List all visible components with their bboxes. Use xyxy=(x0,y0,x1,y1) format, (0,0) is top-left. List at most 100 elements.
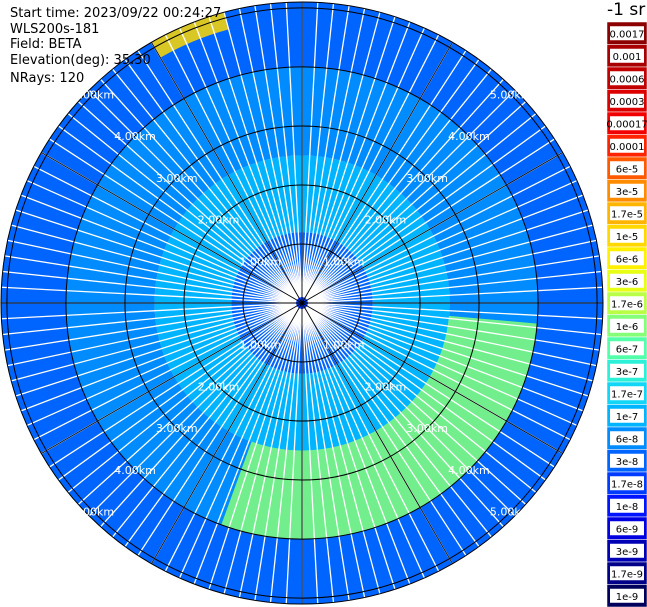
colorbar-tick-box xyxy=(610,71,644,86)
azimuth-spoke xyxy=(41,302,303,454)
range-ring-label: 5.00km xyxy=(490,88,532,101)
ray-boundary xyxy=(307,303,593,382)
ray-boundary xyxy=(77,306,298,505)
ray-boundary xyxy=(164,34,300,298)
ray-boundary xyxy=(178,27,301,298)
ray-boundary xyxy=(303,308,396,590)
ray-boundary xyxy=(307,303,597,367)
ray-boundary xyxy=(304,307,467,556)
range-ring-label: 4.00km xyxy=(114,464,156,477)
ray-boundary xyxy=(302,308,366,598)
colorbar-tick-box xyxy=(610,498,644,513)
field-label: Field: BETA xyxy=(10,37,82,52)
ppi-plot: 1.00km 2.00km 3.00km 4.00km 5.00km 1.00km 2.00… xyxy=(0,1,604,605)
ray-boundary xyxy=(58,306,298,481)
range-ring-label: 2.00km xyxy=(198,380,240,393)
ray-boundary xyxy=(307,209,589,302)
colorbar-tick-label: 0.001 xyxy=(613,52,642,63)
ray-boundary xyxy=(49,138,298,301)
colorbar-tick-label: 1.7e-8 xyxy=(611,479,643,490)
range-ring-label: 4.00km xyxy=(448,464,490,477)
ray-boundary xyxy=(223,12,302,298)
ray-boundary xyxy=(306,306,537,493)
ray-boundary xyxy=(20,194,297,302)
azimuth-spoke xyxy=(151,302,303,564)
ray-boundary xyxy=(305,89,516,300)
colorbar-tick-label: 3e-9 xyxy=(616,547,639,558)
instrument-label: WLS200s-181 xyxy=(10,22,100,37)
range-ring-label: 1.00km xyxy=(239,339,281,352)
range-ring-label: 1.00km xyxy=(323,339,365,352)
colorbar-tick-label: 1.7e-6 xyxy=(611,299,643,310)
colorbar-tick-label: 1e-6 xyxy=(616,322,639,333)
ray-boundary xyxy=(137,50,300,299)
ray-boundary xyxy=(193,21,301,298)
ray-boundary xyxy=(303,16,396,298)
ray-boundary xyxy=(208,308,301,590)
colorbar-tick-box xyxy=(610,183,644,198)
ray-boundary xyxy=(15,209,297,302)
ray-boundary xyxy=(4,303,297,351)
range-ring-label: 3.00km xyxy=(406,422,448,435)
ray-boundary xyxy=(307,305,571,441)
ray-boundary xyxy=(303,308,426,579)
ray-boundary xyxy=(307,304,578,427)
ray-boundary xyxy=(305,78,504,299)
ray-boundary xyxy=(49,305,298,468)
ray-boundary xyxy=(193,308,301,585)
ray-boundary xyxy=(306,306,527,505)
ray-boundary xyxy=(305,307,480,547)
ray-boundary xyxy=(164,308,300,572)
ray-boundary xyxy=(305,307,504,528)
ray-boundary xyxy=(254,5,302,298)
colorbar-tick-label: 1e-7 xyxy=(616,412,639,423)
ray-boundary xyxy=(307,179,578,302)
feature-region xyxy=(221,315,538,540)
elevation-label: Elevation(deg): 35.30 xyxy=(10,53,151,68)
ray-boundary xyxy=(2,270,297,304)
ray-boundary xyxy=(1,302,297,320)
ray-boundary xyxy=(303,27,426,298)
ray-boundary xyxy=(124,59,299,299)
colorbar-tick-box xyxy=(610,138,644,153)
colorbar-tick-box xyxy=(610,273,644,288)
ray-boundary xyxy=(4,255,297,303)
range-ring-label: 1.00km xyxy=(323,255,365,268)
colorbar-tick-box xyxy=(610,543,644,558)
ray-boundary xyxy=(11,303,297,382)
ray-boundary xyxy=(112,68,299,299)
ray-boundary xyxy=(301,2,319,298)
ray-boundary xyxy=(306,113,537,300)
ray-boundary xyxy=(100,78,299,299)
range-ring-label: 2.00km xyxy=(365,380,407,393)
ray-boundary xyxy=(303,308,411,585)
ray-boundary xyxy=(2,302,297,336)
colorbar-tick-box xyxy=(610,521,644,536)
colorbar-tick-label: 1.7e-5 xyxy=(611,209,643,220)
ray-boundary xyxy=(307,286,603,304)
colorbar-tick-label: 3e-8 xyxy=(616,457,639,468)
range-ring-label: 4.00km xyxy=(114,130,156,143)
colorbar-tick-box xyxy=(610,228,644,243)
range-ring-label: 3.00km xyxy=(156,422,198,435)
ray-boundary xyxy=(306,306,546,481)
range-ring-label: 1.00km xyxy=(239,255,281,268)
colorbar-tick-label: 6e-7 xyxy=(616,344,639,355)
ray-boundary xyxy=(307,194,584,302)
colorbar-tick-box xyxy=(610,341,644,356)
ray-boundary xyxy=(305,307,492,538)
ray-boundary xyxy=(305,306,516,517)
colorbar-tick-label: 0.0006 xyxy=(610,74,645,85)
ray-boundary xyxy=(306,138,555,301)
colorbar-tick-box xyxy=(610,476,644,491)
ray-boundary xyxy=(305,59,480,299)
range-ring-label: 2.00km xyxy=(198,214,240,227)
colorbar-tick-label: 1e-8 xyxy=(616,502,639,513)
ray-boundary xyxy=(305,68,492,299)
ray-boundary xyxy=(100,307,299,528)
colorbar-tick-label: 6e-8 xyxy=(616,434,639,445)
ray-boundary xyxy=(67,113,298,300)
ray-boundary xyxy=(301,3,335,298)
range-ring-label: 3.00km xyxy=(156,172,198,185)
colorbar-tick-label: 3e-5 xyxy=(616,187,639,198)
